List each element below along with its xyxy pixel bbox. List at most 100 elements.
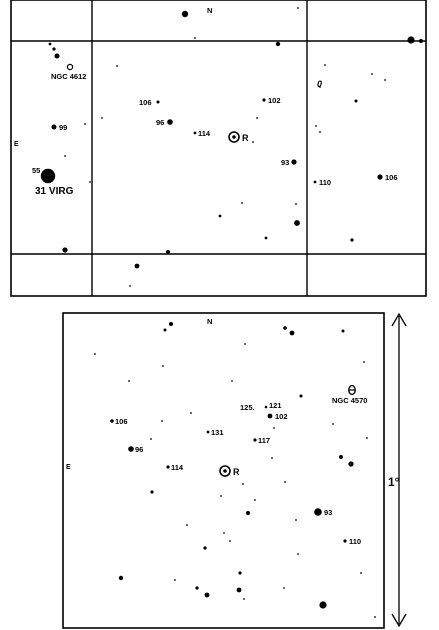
star xyxy=(313,180,317,184)
galaxy-ngc-4570-marker xyxy=(348,384,356,396)
star xyxy=(110,419,114,423)
star xyxy=(169,322,173,326)
star xyxy=(186,524,188,526)
label-96: 96 xyxy=(156,118,164,127)
star xyxy=(167,119,173,125)
star xyxy=(166,250,170,254)
star xyxy=(332,423,334,425)
star xyxy=(343,539,347,543)
star xyxy=(295,203,297,205)
label-99: 99 xyxy=(59,123,67,132)
star xyxy=(89,181,91,183)
star xyxy=(238,571,242,575)
star xyxy=(354,99,358,103)
east-label: E xyxy=(66,464,71,471)
star xyxy=(84,123,86,125)
top-chart-stars xyxy=(40,7,423,287)
label-110: 110 xyxy=(319,178,331,187)
star xyxy=(262,98,266,102)
label-110: 110 xyxy=(349,537,361,546)
star xyxy=(366,437,368,439)
star xyxy=(384,79,386,81)
star xyxy=(246,511,250,515)
scale-label: 1° xyxy=(388,475,400,489)
label-106: 106 xyxy=(115,417,128,426)
star xyxy=(264,405,268,409)
star xyxy=(40,168,56,184)
star xyxy=(241,202,243,204)
star xyxy=(407,36,415,44)
star xyxy=(319,86,321,88)
star xyxy=(223,532,225,534)
label-96: 96 xyxy=(135,445,143,454)
label-31-virg: 31 VIRG xyxy=(35,186,74,197)
star xyxy=(419,39,423,43)
star xyxy=(314,508,322,516)
star xyxy=(244,343,246,345)
label-131: 131 xyxy=(211,428,224,437)
north-label: N xyxy=(207,6,212,15)
star xyxy=(297,553,299,555)
star xyxy=(377,174,383,180)
star xyxy=(295,519,297,521)
star xyxy=(128,446,134,452)
star xyxy=(51,124,57,130)
star xyxy=(341,329,345,333)
north-label: N xyxy=(207,317,212,326)
star xyxy=(283,587,285,589)
star xyxy=(129,285,131,287)
star xyxy=(254,499,256,501)
star xyxy=(350,238,354,242)
label-93: 93 xyxy=(324,508,332,517)
label-ngc-4612: NGC 4612 xyxy=(51,72,86,81)
star xyxy=(294,220,300,226)
star xyxy=(116,65,118,67)
label-102: 102 xyxy=(275,412,288,421)
star xyxy=(181,10,189,18)
star xyxy=(94,353,96,355)
star xyxy=(218,214,222,218)
galaxy-marker-small: 0 xyxy=(317,79,322,89)
star xyxy=(256,117,258,119)
star xyxy=(156,100,160,104)
variable-star-marker xyxy=(228,131,240,143)
label-114: 114 xyxy=(198,129,211,138)
bottom-chart-frame xyxy=(62,312,385,629)
star xyxy=(62,247,68,253)
star xyxy=(204,592,210,598)
star xyxy=(52,47,56,51)
star xyxy=(194,37,196,39)
star xyxy=(242,483,244,485)
label-ngc-4570: NGC 4570 xyxy=(332,396,367,405)
star xyxy=(252,141,254,143)
star xyxy=(161,420,163,422)
star xyxy=(118,575,124,581)
star xyxy=(299,394,303,398)
star xyxy=(163,328,167,332)
star xyxy=(193,131,197,135)
top-chart-frame xyxy=(10,0,427,297)
star xyxy=(150,438,152,440)
star xyxy=(267,413,273,419)
scale-bar xyxy=(391,312,407,628)
star xyxy=(324,64,326,66)
star xyxy=(374,616,376,618)
label-93: 93 xyxy=(281,158,289,167)
east-label: E xyxy=(14,141,19,148)
star xyxy=(174,579,176,581)
label-106: 106 xyxy=(139,98,152,107)
label-106-right: 106 xyxy=(385,173,398,182)
star xyxy=(190,412,192,414)
star xyxy=(291,159,297,165)
star xyxy=(128,380,130,382)
label-125: 125. xyxy=(240,403,255,412)
galaxy-label: 0 xyxy=(317,79,322,89)
star xyxy=(54,53,60,59)
star xyxy=(195,586,199,590)
variable-label: R xyxy=(233,467,240,477)
star xyxy=(243,598,245,600)
star xyxy=(134,263,140,269)
star xyxy=(48,42,52,46)
label-55: 55 xyxy=(32,166,40,175)
